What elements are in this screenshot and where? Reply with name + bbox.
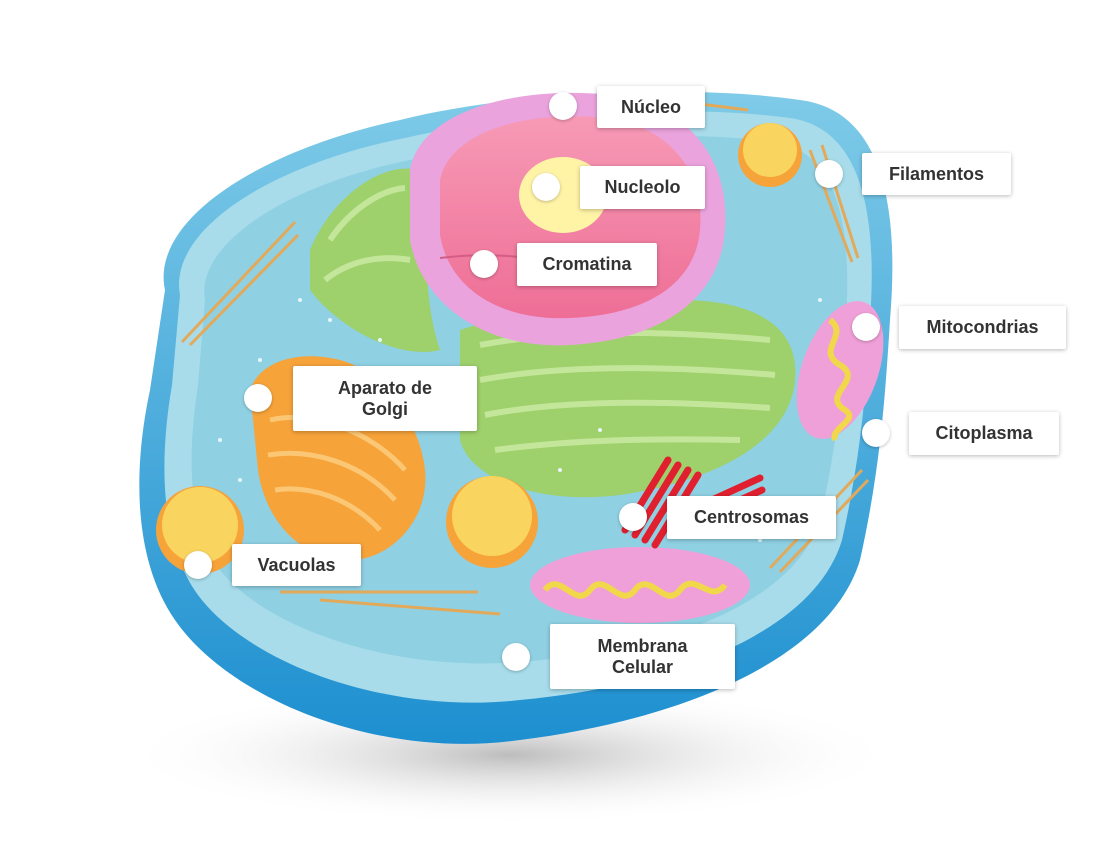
label-centrosomas[interactable]: Centrosomas — [667, 496, 836, 539]
label-citoplasma[interactable]: Citoplasma — [909, 412, 1059, 455]
label-cromatina[interactable]: Cromatina — [517, 243, 657, 286]
label-mitocondrias[interactable]: Mitocondrias — [899, 306, 1066, 349]
hotspot-cromatina[interactable] — [470, 250, 498, 278]
label-membrana-celular[interactable]: Membrana Celular — [550, 624, 735, 689]
label-filamentos[interactable]: Filamentos — [862, 153, 1011, 195]
hotspot-mitocondrias[interactable] — [852, 313, 880, 341]
label-aparato-golgi[interactable]: Aparato de Golgi — [293, 366, 477, 431]
hotspot-citoplasma[interactable] — [862, 419, 890, 447]
label-nucleo[interactable]: Núcleo — [597, 86, 705, 128]
endoplasmic-reticulum — [310, 168, 796, 498]
hotspot-filamentos[interactable] — [815, 160, 843, 188]
vacuoles — [156, 123, 802, 574]
cell-shadow — [120, 685, 900, 825]
label-vacuolas[interactable]: Vacuolas — [232, 544, 361, 586]
hotspot-centrosomas[interactable] — [619, 503, 647, 531]
hotspot-nucleolo[interactable] — [532, 173, 560, 201]
hotspot-vacuolas[interactable] — [184, 551, 212, 579]
hotspot-nucleo[interactable] — [549, 92, 577, 120]
hotspot-aparato-golgi[interactable] — [244, 384, 272, 412]
hotspot-membrana-celular[interactable] — [502, 643, 530, 671]
label-nucleolo[interactable]: Nucleolo — [580, 166, 705, 209]
